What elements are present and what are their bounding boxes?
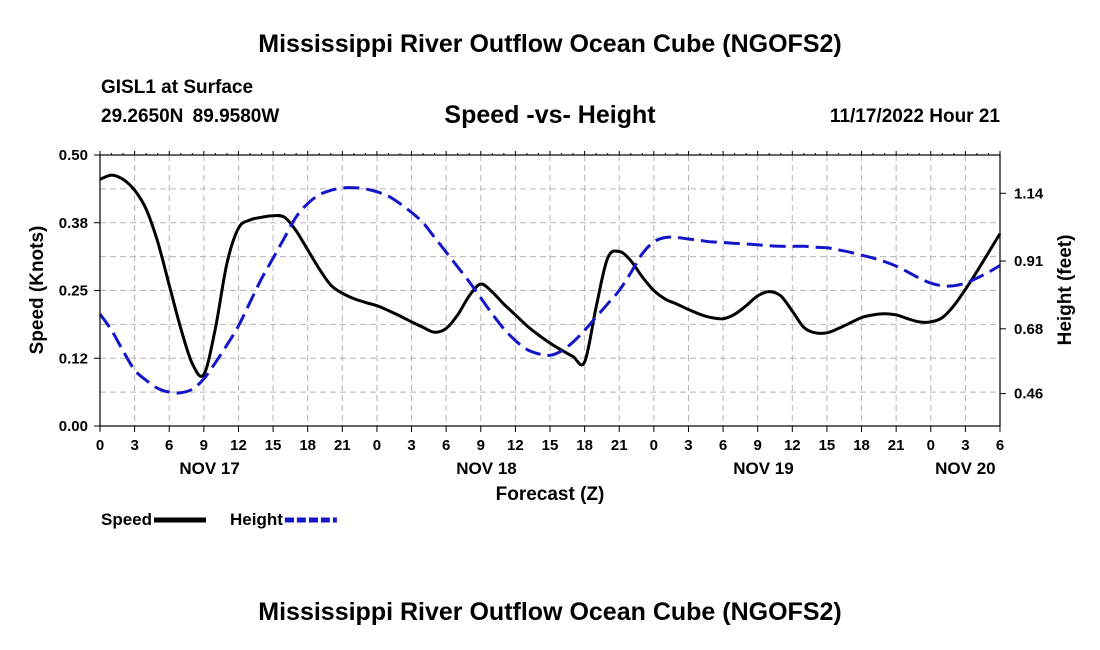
x-tick-label: 3	[130, 437, 138, 454]
x-tick-label: 21	[611, 437, 628, 454]
y-axis-right-label: Height (feet)	[1055, 235, 1076, 346]
x-tick-label: 0	[373, 437, 381, 454]
date-label: NOV 17	[179, 459, 239, 478]
series-lines	[98, 173, 1002, 395]
x-tick-label: 15	[265, 437, 282, 454]
grid-lines	[100, 155, 1000, 426]
x-tick-label: 21	[888, 437, 905, 454]
y-tick-label: 0.50	[59, 147, 88, 164]
y-tick-label: 0.00	[59, 418, 88, 435]
x-tick-label: 12	[230, 437, 247, 454]
x-tick-label: 18	[576, 437, 593, 454]
x-tick-label: 0	[96, 437, 104, 454]
station-coordinates: 29.2650N 89.9580W	[101, 106, 280, 127]
y-tick-label: 0.38	[59, 215, 88, 232]
x-tick-label: 0	[927, 437, 935, 454]
x-tick-label: 12	[507, 437, 524, 454]
legend: Speed Height	[101, 510, 337, 529]
station-label: GISL1 at Surface	[101, 77, 254, 98]
x-tick-label: 18	[299, 437, 316, 454]
x-axis-label: Forecast (Z)	[496, 484, 605, 505]
x-tick-label: 3	[961, 437, 969, 454]
x-tick-label: 6	[719, 437, 727, 454]
series-line-height	[98, 186, 1001, 395]
x-tick-label: 9	[754, 437, 762, 454]
x-tick-label: 3	[407, 437, 415, 454]
x-tick-label: 9	[477, 437, 485, 454]
chart-subtitle: Speed -vs- Height	[444, 101, 656, 129]
y-tick-label: 0.25	[59, 283, 88, 300]
y-right-tick-label: 0.68	[1014, 321, 1043, 338]
x-tick-label: 12	[784, 437, 801, 454]
x-tick-label: 18	[853, 437, 870, 454]
y-right-tick-label: 0.46	[1014, 386, 1043, 403]
date-label: NOV 18	[456, 459, 516, 478]
y-right-tick-label: 1.14	[1014, 185, 1044, 202]
x-tick-label: 0	[650, 437, 658, 454]
y-tick-label: 0.12	[59, 350, 88, 367]
y-axis-label: Speed (Knots)	[27, 226, 48, 355]
legend-label: Height	[230, 510, 283, 529]
x-tick-label: 6	[165, 437, 173, 454]
axes: 0 3 6 9 12 15 18 21 0 3 6 9 12 15 18 21 0 3 6 9 12 15 18 21 0 3 6 0…	[59, 147, 1044, 478]
forecast-timestamp: 11/17/2022 Hour 21	[829, 106, 1000, 127]
x-tick-label: 15	[819, 437, 836, 454]
x-tick-label: 9	[200, 437, 208, 454]
date-label: NOV 20	[935, 459, 995, 478]
date-label: NOV 19	[733, 459, 793, 478]
y-right-tick-label: 0.91	[1014, 253, 1043, 270]
x-tick-label: 6	[442, 437, 450, 454]
x-tick-label: 6	[996, 437, 1004, 454]
legend-label: Speed	[101, 510, 152, 529]
footer-title: Mississippi River Outflow Ocean Cube (NG…	[258, 598, 842, 626]
x-tick-label: 21	[334, 437, 351, 454]
x-tick-label: 3	[684, 437, 692, 454]
x-tick-label: 15	[542, 437, 559, 454]
series-line-speed	[99, 173, 1002, 378]
chart-title: Mississippi River Outflow Ocean Cube (NG…	[258, 30, 842, 58]
